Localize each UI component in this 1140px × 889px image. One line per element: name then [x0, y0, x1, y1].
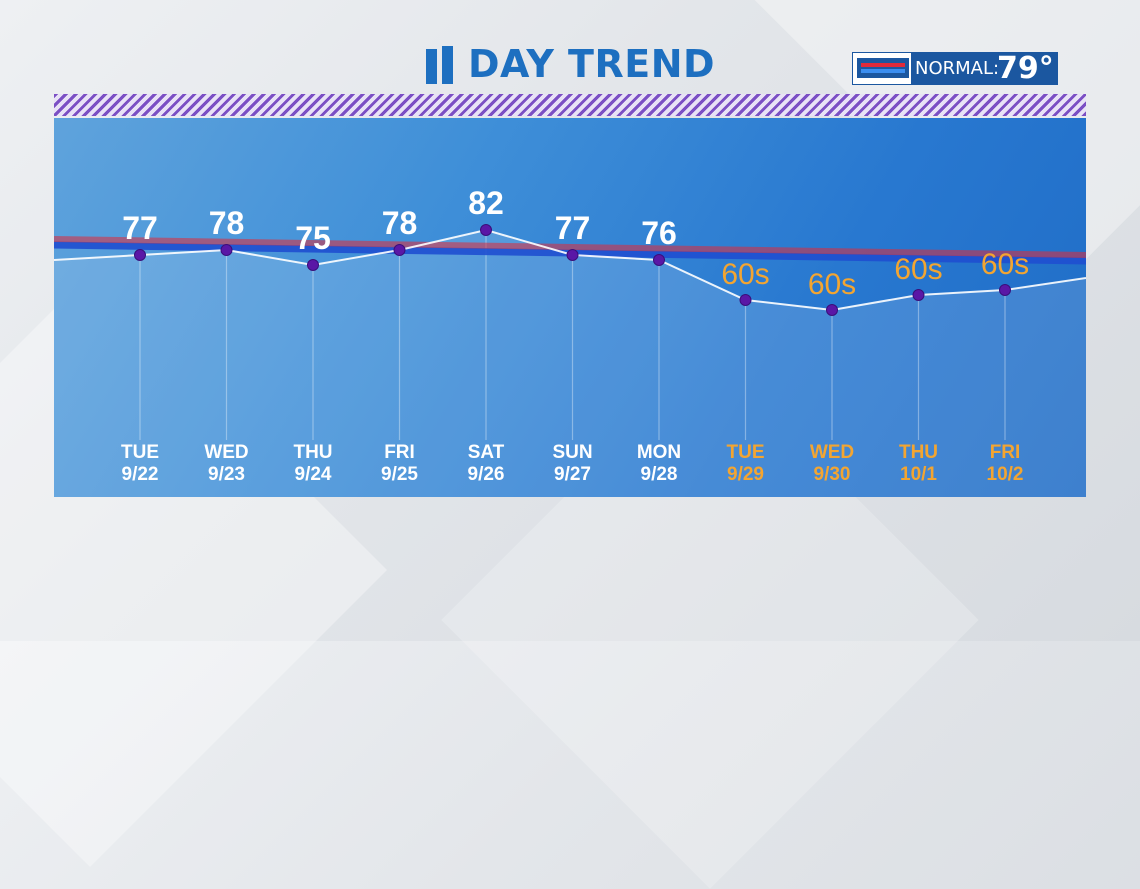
day-label-3: FRI	[384, 442, 415, 463]
normal-line-red	[54, 236, 1086, 258]
page-title: DAY TREND	[468, 42, 716, 86]
value-label-0: 77	[122, 210, 158, 246]
normal-value: 79°	[997, 51, 1054, 86]
station-logo-icon	[426, 46, 453, 84]
value-label-3: 78	[382, 205, 418, 241]
trend-area	[54, 230, 1086, 497]
value-label-5: 77	[555, 210, 591, 246]
day-label-4: SAT	[468, 442, 505, 463]
day-label-0: TUE	[121, 442, 159, 463]
data-point-8	[826, 304, 838, 316]
header: DAY TREND NORMAL: 79°	[0, 40, 1140, 96]
value-label-9: 60s	[894, 253, 942, 286]
data-point-3	[393, 244, 406, 256]
value-label-8: 60s	[808, 268, 856, 301]
date-label-6: 9/28	[641, 464, 678, 485]
value-label-7: 60s	[721, 258, 769, 291]
day-label-2: THU	[293, 442, 332, 463]
day-label-9: THU	[899, 442, 938, 463]
data-point-9	[912, 289, 925, 301]
data-point-0	[134, 249, 146, 261]
day-label-7: TUE	[727, 442, 765, 463]
chart-panel: 77 78 75 78 82 77 76 60s 60s 60s 60s TUE 9/22 WED 9/23…	[54, 118, 1086, 497]
value-label-1: 78	[209, 205, 245, 241]
normal-label-box: NORMAL: 79°	[911, 51, 1057, 86]
value-label-4: 82	[468, 185, 504, 221]
data-point-1	[220, 244, 233, 256]
day-label-10: FRI	[990, 442, 1021, 463]
value-label-6: 76	[641, 215, 677, 251]
value-label-10: 60s	[981, 248, 1029, 281]
date-label-3: 9/25	[381, 464, 418, 485]
normal-legend: NORMAL: 79°	[852, 51, 1058, 86]
date-label-5: 9/27	[554, 464, 591, 485]
data-point-7	[739, 294, 752, 306]
day-label-8: WED	[810, 442, 854, 463]
date-label-8: 9/30	[814, 464, 851, 485]
day-label-5: SUN	[552, 442, 592, 463]
date-label-9: 10/1	[900, 464, 937, 485]
data-point-5	[566, 249, 579, 261]
date-label-10: 10/2	[987, 464, 1024, 485]
date-label-4: 9/26	[468, 464, 505, 485]
normal-line-swatch	[857, 58, 909, 78]
date-label-7: 9/29	[727, 464, 764, 485]
day-label-1: WED	[204, 442, 248, 463]
data-point-2	[307, 259, 319, 271]
data-point-6	[653, 254, 665, 266]
data-point-10	[999, 284, 1011, 296]
date-label-0: 9/22	[122, 464, 159, 485]
day-label-6: MON	[637, 442, 681, 463]
value-label-2: 75	[295, 220, 331, 256]
stripe-bar	[54, 94, 1086, 116]
date-label-1: 9/23	[208, 464, 245, 485]
date-label-2: 9/24	[295, 464, 332, 485]
data-point-4	[480, 224, 492, 236]
normal-label: NORMAL:	[915, 58, 1000, 79]
